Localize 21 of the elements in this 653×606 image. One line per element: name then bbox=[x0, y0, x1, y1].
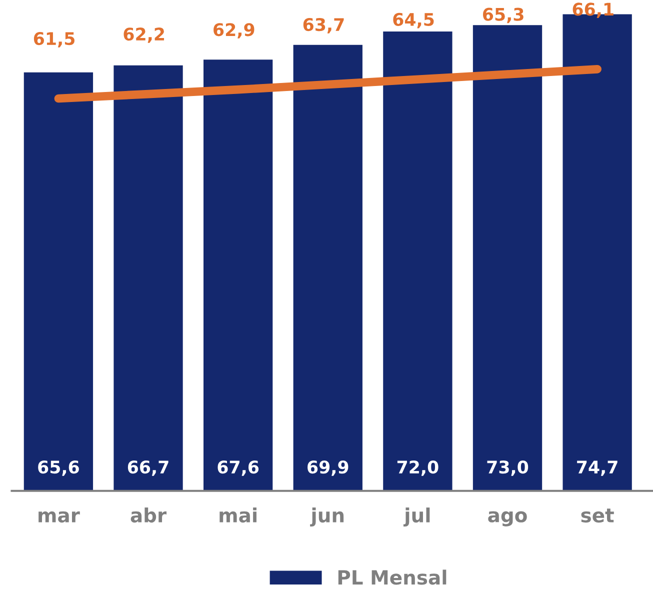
legend-label: PL Mensal bbox=[338, 570, 446, 585]
x-tick-label: abr bbox=[130, 508, 167, 523]
data-label: 66,7 bbox=[128, 460, 168, 476]
data-label: 65,6 bbox=[38, 460, 79, 476]
data-label: 64,5 bbox=[393, 12, 434, 28]
x-tick-label: ago bbox=[488, 511, 527, 526]
data-label: 63,7 bbox=[303, 18, 344, 34]
data-label: 67,6 bbox=[218, 460, 259, 476]
x-tick-label: jun bbox=[310, 508, 344, 526]
data-label: 62,2 bbox=[124, 28, 164, 43]
data-label: 62,9 bbox=[214, 23, 254, 38]
x-tick-label: set bbox=[581, 508, 614, 523]
x-tick-label: jul bbox=[403, 508, 430, 526]
data-label: 69,9 bbox=[308, 460, 348, 476]
data-label: 72,0 bbox=[397, 460, 438, 476]
data-label: 65,3 bbox=[483, 8, 524, 24]
data-label: 61,5 bbox=[34, 32, 74, 48]
data-label: 74,7 bbox=[577, 460, 618, 476]
x-tick-label: mai bbox=[220, 508, 256, 523]
x-tick-label: mar bbox=[38, 511, 80, 523]
data-label: 73,0 bbox=[487, 460, 528, 476]
